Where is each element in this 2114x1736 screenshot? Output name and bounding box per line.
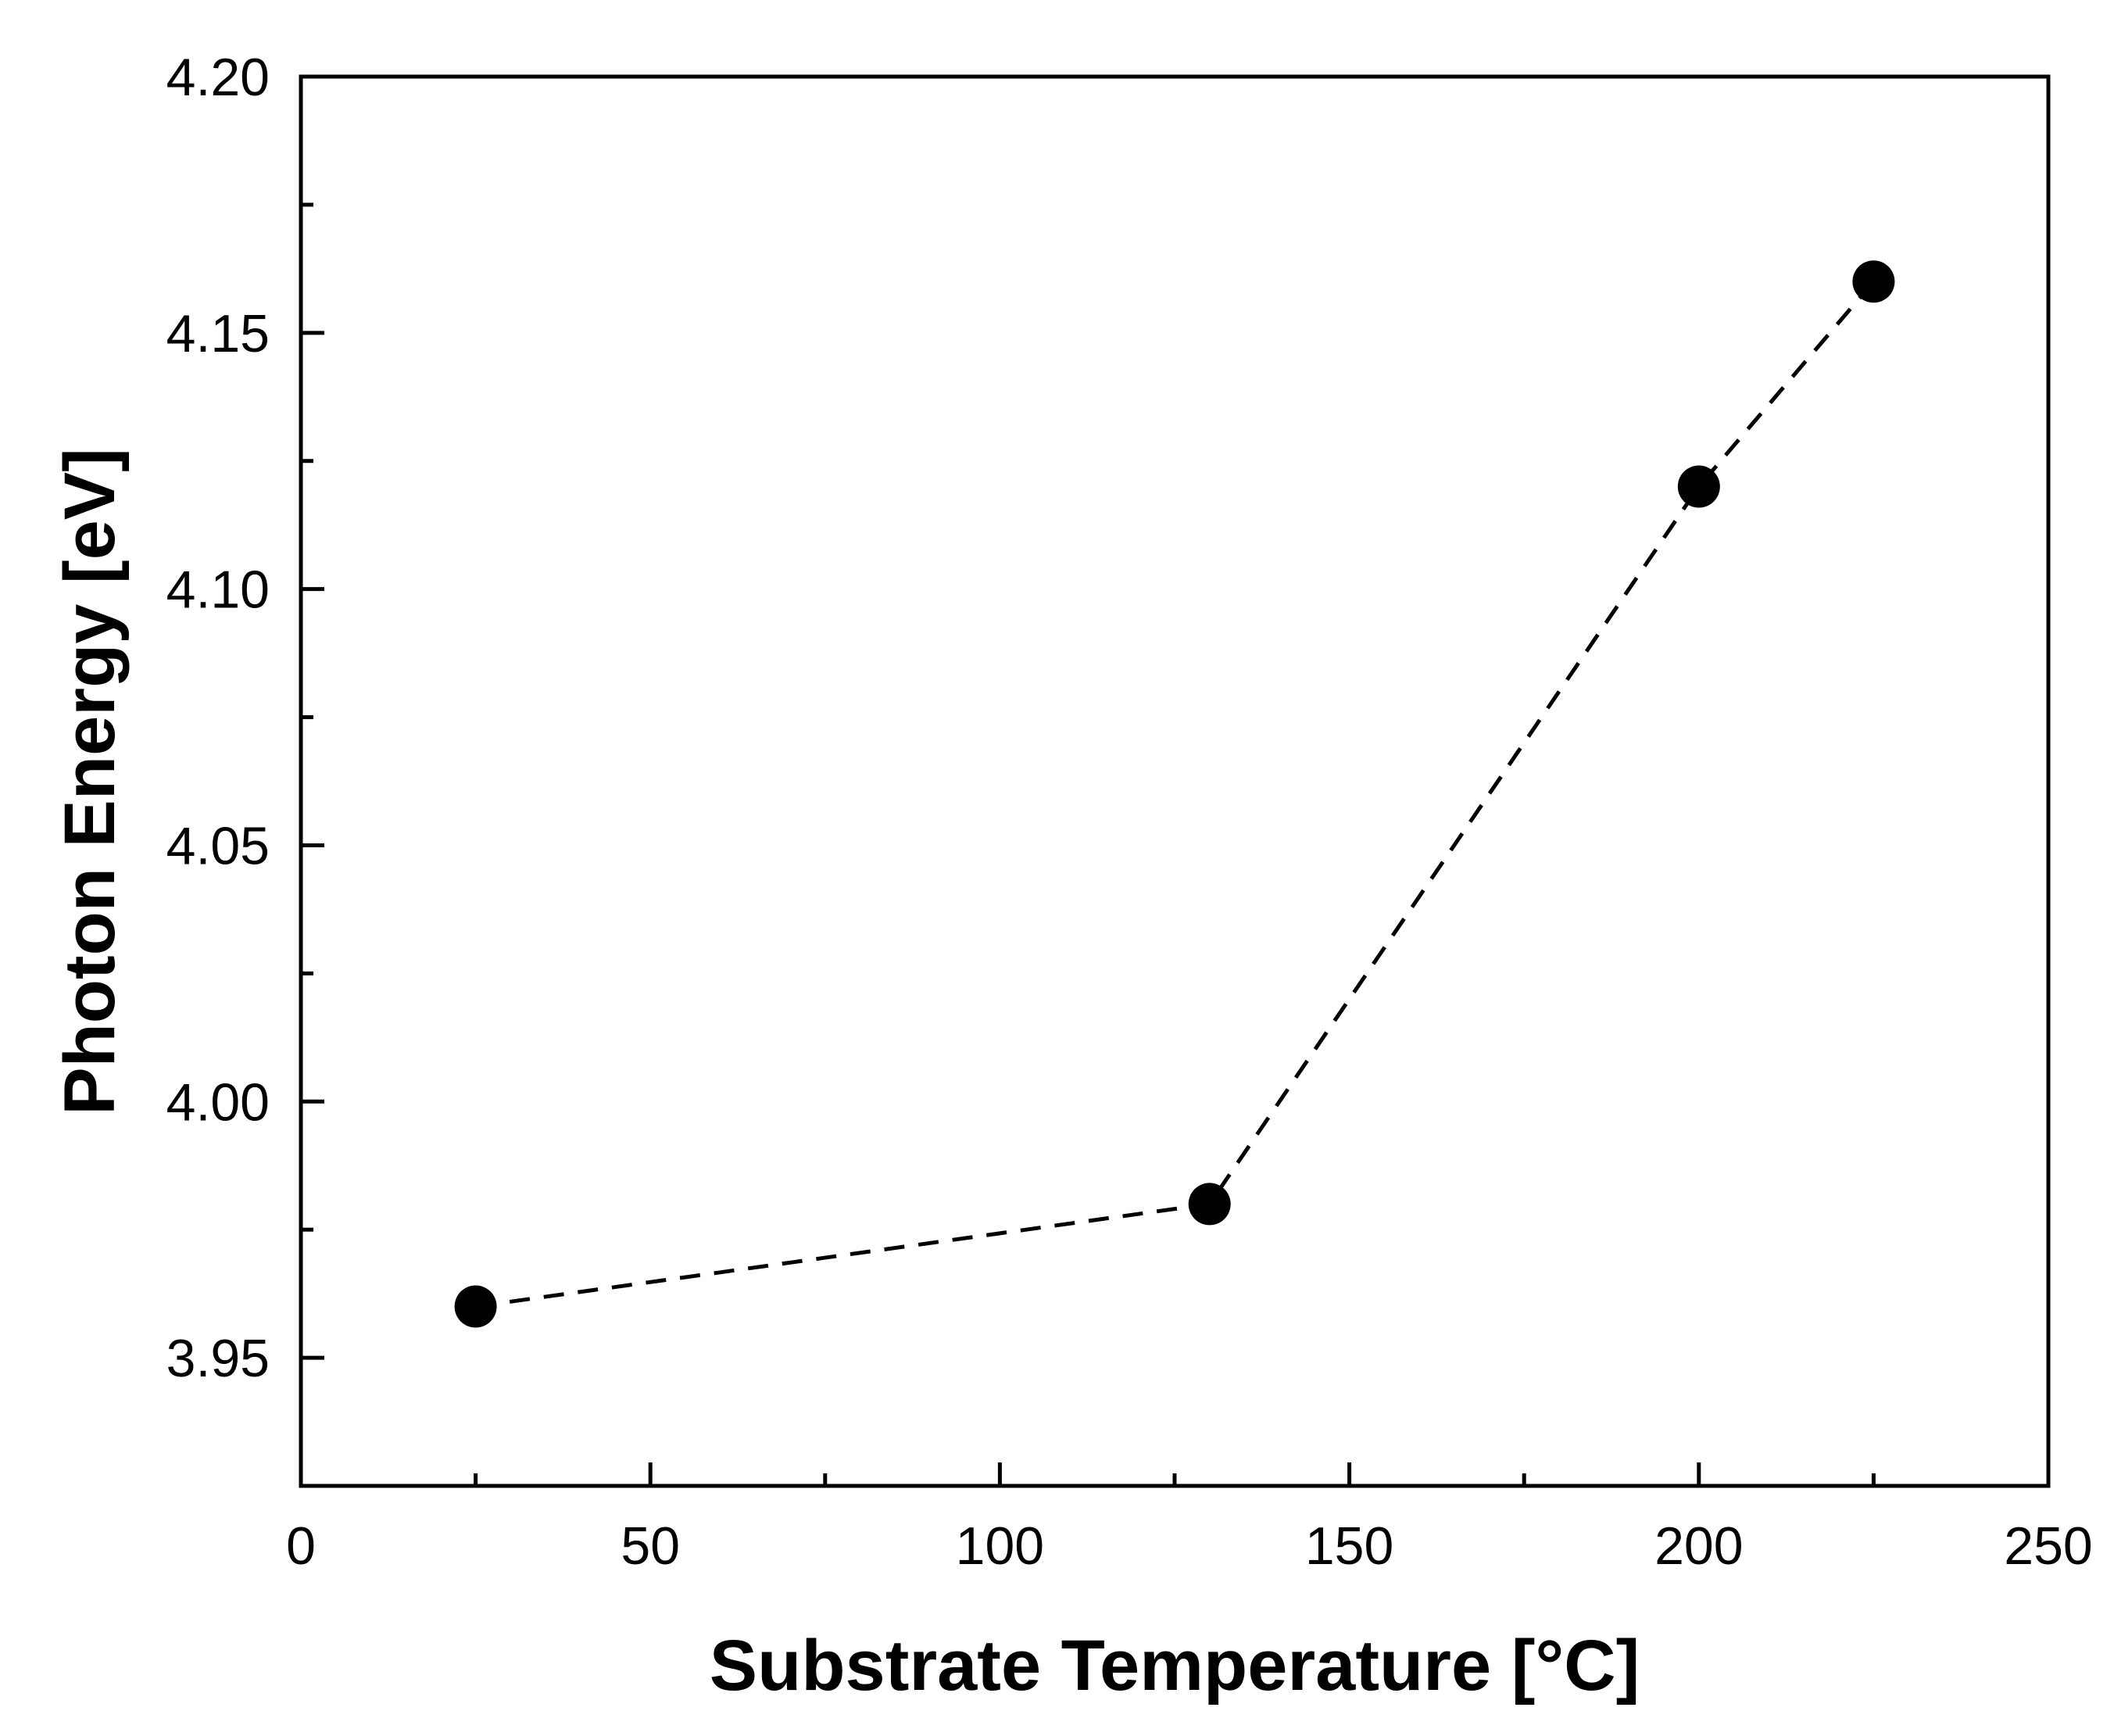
y-axis-title: Photon Energy [eV] xyxy=(50,448,130,1115)
x-tick-label: 50 xyxy=(621,1516,680,1576)
x-tick-label: 150 xyxy=(1305,1516,1393,1576)
x-tick-label: 250 xyxy=(2004,1516,2092,1576)
data-point xyxy=(1677,465,1720,508)
plot-area xyxy=(301,77,2048,1486)
y-tick-label: 4.05 xyxy=(166,816,270,875)
data-point xyxy=(1188,1183,1231,1226)
y-tick-label: 4.15 xyxy=(166,304,270,363)
data-point xyxy=(1852,260,1895,303)
labels-layer: 0 50 100 150 200 250 3.95 4.00 4.05 4.10 4.15 4.20 xyxy=(166,48,2093,1576)
y-tick-label: 4.10 xyxy=(166,560,270,620)
x-tick-label: 200 xyxy=(1654,1516,1743,1576)
plot-frame xyxy=(299,74,2051,1488)
y-tick-label: 4.20 xyxy=(166,48,270,107)
x-axis-title: Substrate Temperature [°C] xyxy=(710,1626,1640,1706)
y-tick-label: 4.00 xyxy=(166,1072,270,1132)
x-tick-label: 100 xyxy=(956,1516,1044,1576)
series-line xyxy=(475,280,1876,1308)
series-layer xyxy=(454,260,1895,1328)
x-tick-label: 0 xyxy=(286,1516,316,1576)
y-tick-label: 3.95 xyxy=(166,1329,270,1388)
data-point xyxy=(454,1285,497,1328)
